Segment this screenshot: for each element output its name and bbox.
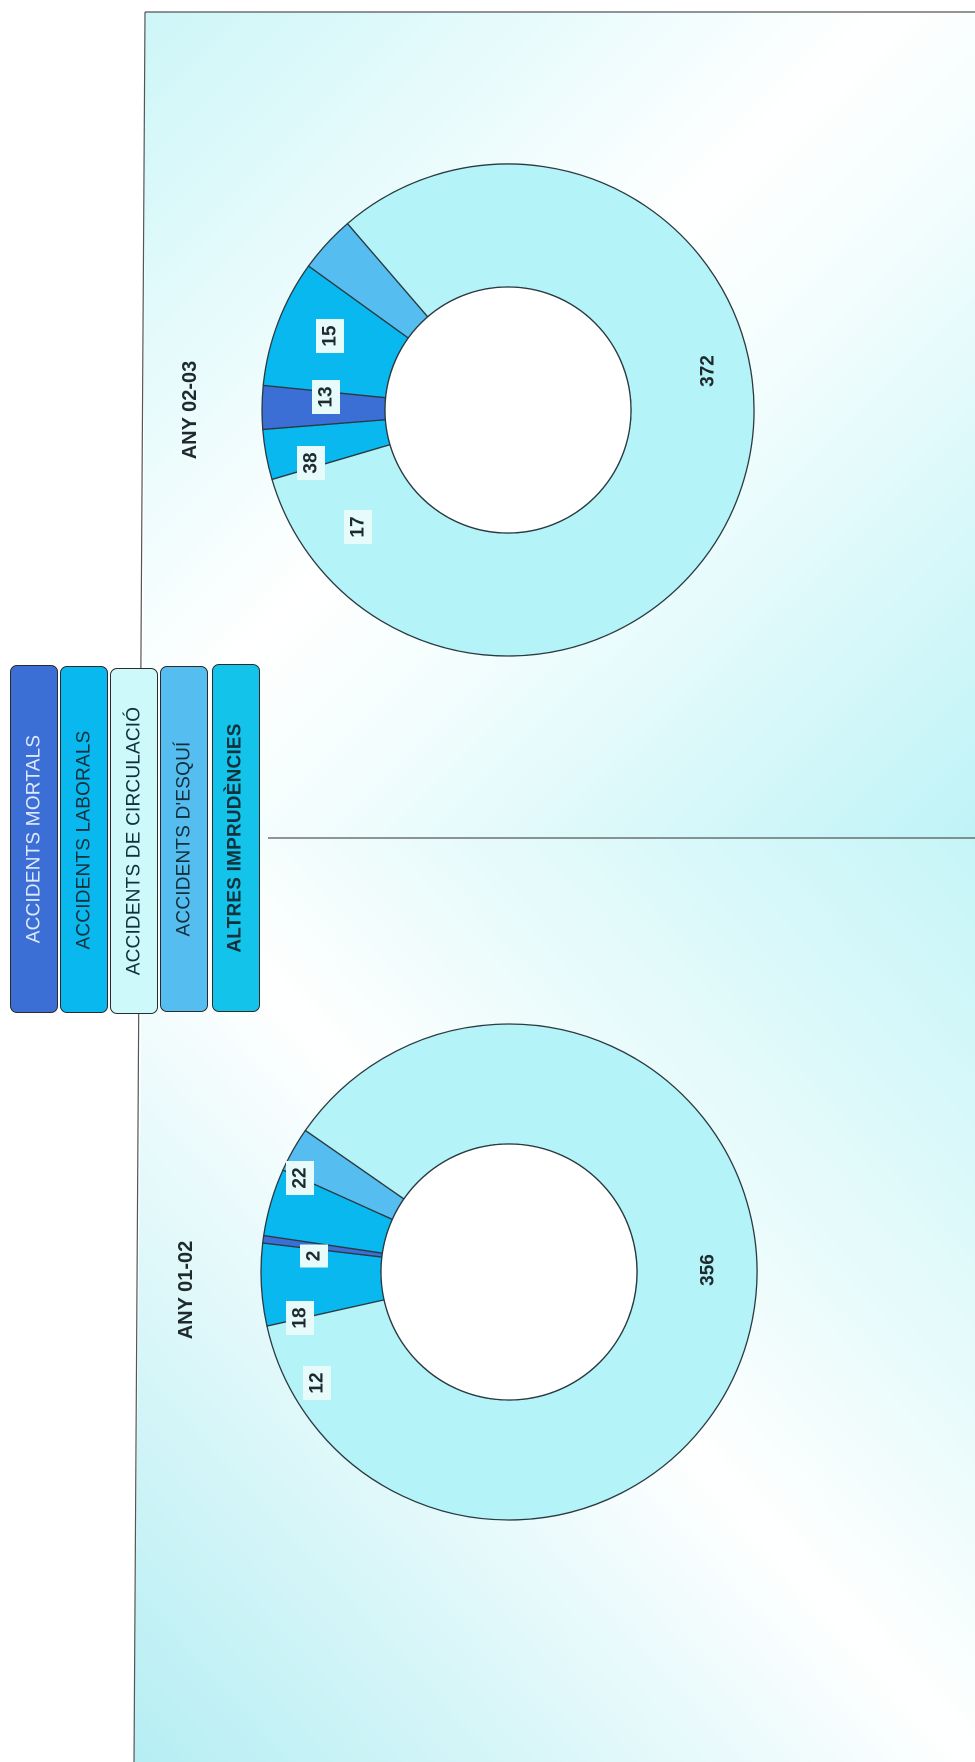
data-label-15: 15 [316, 319, 344, 353]
donut-chart-any-02-03: 15 13 38 17 372 ANY 02-03 [179, 163, 755, 657]
donut-hole [384, 286, 632, 534]
legend-item: ACCIDENTS DE CIRCULACIÓ [110, 668, 158, 1014]
legend-label: ACCIDENTS LABORALS [73, 730, 94, 949]
data-label-text: 12 [307, 1372, 328, 1393]
legend-label: ALTRES IMPRUDÈNCIES [225, 723, 247, 953]
data-label-bg [300, 1244, 328, 1268]
data-label-bg [303, 1366, 331, 1400]
chart-title: ANY 02-03 [179, 361, 201, 460]
data-label-text: 15 [320, 325, 341, 347]
data-label-text: 356 [698, 1254, 719, 1286]
data-label-18: 18 [286, 1301, 314, 1335]
data-label-38: 38 [297, 446, 325, 480]
data-label-bg [297, 446, 325, 480]
legend-item: ALTRES IMPRUDÈNCIES [212, 664, 260, 1012]
legend-label: ACCIDENTS MORTALS [23, 734, 44, 944]
data-label-text: 372 [698, 355, 719, 387]
data-label-356: 356 [698, 1254, 719, 1286]
data-label-text: 18 [290, 1307, 311, 1328]
data-label-bg [344, 510, 372, 544]
data-label-22: 22 [286, 1161, 314, 1195]
data-label-17: 17 [344, 510, 372, 544]
legend-label: ACCIDENTS DE CIRCULACIÓ [123, 706, 144, 976]
data-label-bg [316, 319, 344, 353]
legend-item: ACCIDENTS LABORALS [60, 666, 108, 1013]
chart-title: ANY 01-02 [175, 1241, 197, 1340]
legend-item: ACCIDENTS D'ESQUÍ [160, 666, 208, 1012]
data-label-2: 2 [300, 1244, 328, 1268]
data-label-12: 12 [303, 1366, 331, 1400]
data-label-text: 13 [316, 386, 337, 407]
legend-label: ACCIDENTS D'ESQUÍ [173, 741, 195, 937]
donut-hole [380, 1143, 638, 1401]
data-label-text: 17 [348, 516, 369, 537]
data-label-bg [286, 1301, 314, 1335]
data-label-13: 13 [312, 380, 340, 414]
data-label-bg [312, 380, 340, 414]
legend-item: ACCIDENTS MORTALS [10, 665, 58, 1013]
data-label-text: 22 [290, 1167, 311, 1188]
data-label-text: 38 [301, 452, 322, 473]
data-label-text: 2 [304, 1251, 325, 1262]
data-label-bg [286, 1161, 314, 1195]
data-label-372: 372 [698, 355, 719, 387]
